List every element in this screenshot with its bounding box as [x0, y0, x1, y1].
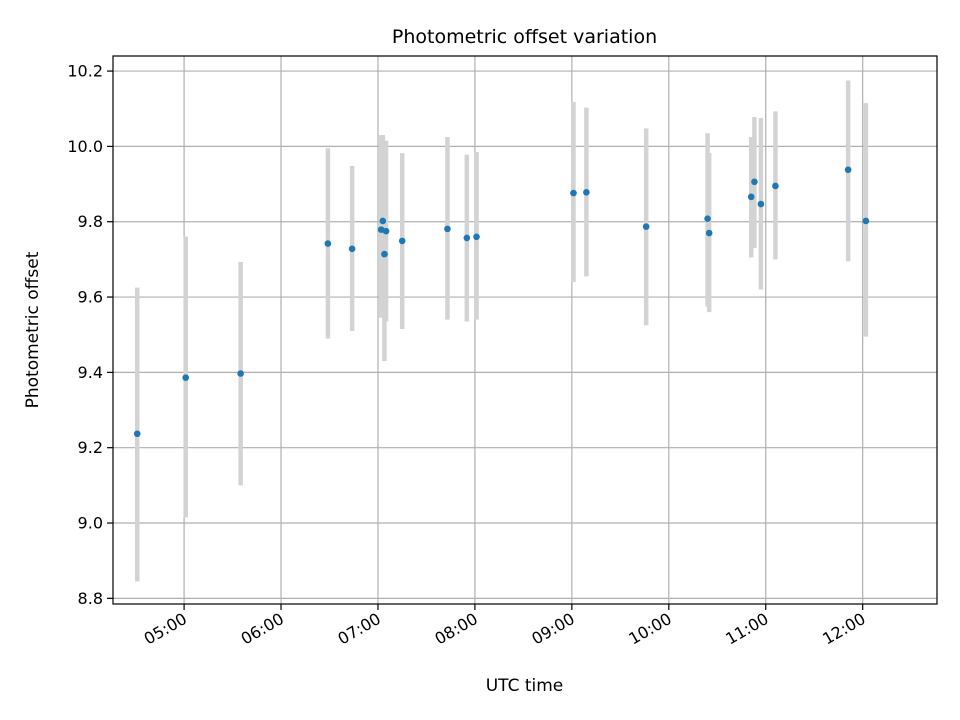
- error-bars: [134, 80, 869, 582]
- x-axis-ticks: 05:00 06:00 07:00 08:00 09:00 10:00 11:00 12:00: [141, 604, 869, 649]
- data-point: [473, 233, 480, 241]
- y-tick-label: 8.8: [78, 589, 103, 608]
- data-point: [704, 215, 711, 223]
- x-tick-label: 07:00: [335, 609, 384, 649]
- data-point: [237, 370, 244, 377]
- y-tick-label: 9.8: [78, 212, 103, 231]
- y-tick-label: 10.0: [67, 137, 103, 156]
- y-tick-label: 10.2: [67, 62, 103, 81]
- data-point: [182, 374, 190, 381]
- data-point: [757, 200, 765, 208]
- data-point: [642, 223, 650, 230]
- data-point: [844, 166, 852, 174]
- x-tick-label: 12:00: [819, 609, 868, 649]
- y-tick-label: 9.2: [78, 438, 103, 457]
- data-point: [133, 430, 141, 438]
- x-tick-label: 05:00: [141, 609, 190, 649]
- data-point: [444, 225, 451, 233]
- chart-title: Photometric offset variation: [392, 26, 657, 48]
- data-point: [382, 227, 390, 235]
- y-tick-label: 9.6: [78, 288, 103, 307]
- x-tick-label: 11:00: [722, 609, 771, 649]
- data-point: [324, 240, 332, 247]
- x-tick-label: 08:00: [431, 609, 480, 649]
- y-axis-ticks: 8.8 9.0 9.2 9.4 9.6 9.8 10.0 10.2: [67, 62, 113, 608]
- data-point: [583, 189, 590, 196]
- y-tick-label: 9.0: [78, 514, 103, 533]
- data-point: [772, 182, 779, 190]
- data-point: [348, 245, 356, 253]
- data-point: [751, 178, 758, 186]
- data-point: [381, 250, 388, 258]
- data-points: [133, 166, 870, 438]
- x-axis-label: UTC time: [486, 676, 564, 696]
- x-tick-label: 06:00: [238, 609, 287, 649]
- y-tick-label: 9.4: [78, 363, 103, 382]
- data-point: [862, 217, 870, 225]
- data-point: [398, 237, 406, 245]
- data-point: [747, 193, 755, 201]
- plot-frame: [112, 55, 938, 605]
- data-point: [379, 217, 387, 225]
- y-axis-label: Photometric offset: [23, 251, 43, 408]
- data-point: [570, 189, 577, 197]
- data-point: [463, 234, 471, 242]
- x-tick-label: 10:00: [625, 609, 674, 649]
- grid: [113, 56, 937, 604]
- data-point: [705, 229, 713, 237]
- x-tick-label: 09:00: [528, 609, 577, 649]
